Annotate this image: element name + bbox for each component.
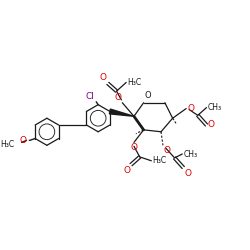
Text: O: O [123,166,130,174]
Text: O: O [187,104,194,113]
Text: H₃C: H₃C [127,78,141,87]
Text: O: O [20,136,26,145]
Text: O: O [184,168,191,177]
Text: O: O [164,146,171,155]
Text: O: O [144,91,151,100]
Text: CH₃: CH₃ [208,103,222,112]
Text: H₃C: H₃C [152,156,166,165]
Text: Cl: Cl [86,92,94,101]
Text: O: O [208,120,214,130]
Text: O: O [114,93,121,102]
Polygon shape [110,109,134,116]
Text: O: O [100,74,107,82]
Text: O: O [130,144,138,152]
Text: CH₃: CH₃ [183,150,198,158]
Text: H₃C: H₃C [1,140,15,149]
